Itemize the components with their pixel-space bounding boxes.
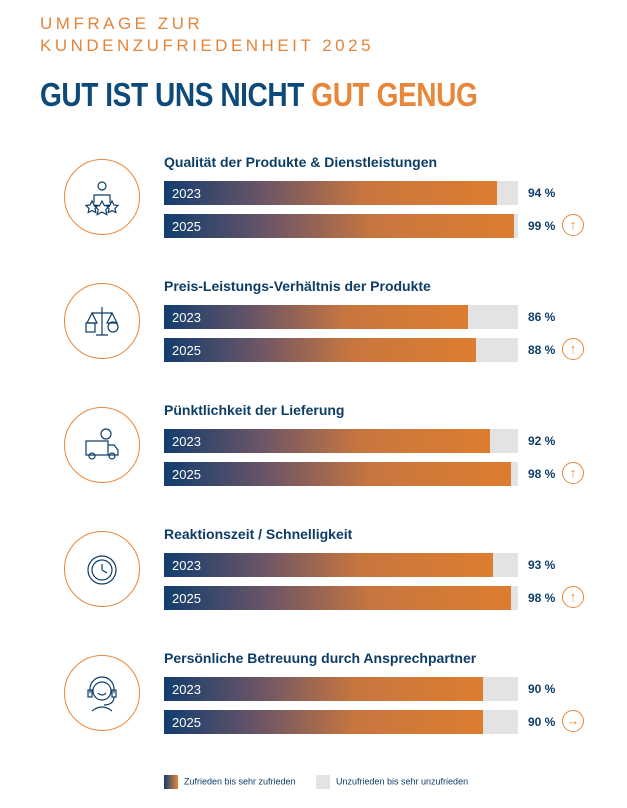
value-label: 86 %	[528, 310, 556, 324]
bar-track: 2023	[164, 677, 518, 701]
category-section: Pünktlichkeit der Lieferung 2023 92 % 2025 9…	[0, 402, 627, 535]
bar-track: 2023	[164, 429, 518, 453]
legend-swatch	[316, 775, 330, 789]
category-title: Preis-Leistungs-Verhältnis der Produkte	[164, 278, 431, 294]
bar-track: 2025	[164, 710, 518, 734]
bar-year-label: 2025	[172, 591, 201, 606]
value-label: 88 %	[528, 343, 556, 357]
person-stars-icon	[84, 181, 120, 216]
legend-label: Zufrieden bis sehr zufrieden	[184, 776, 296, 787]
bar-year-label: 2023	[172, 558, 201, 573]
legend-swatch	[164, 775, 178, 789]
icon-circle	[64, 283, 140, 359]
bar-year-label: 2025	[172, 343, 201, 358]
category-title: Pünktlichkeit der Lieferung	[164, 402, 345, 418]
bar-2023	[164, 429, 490, 453]
title-part2: GUT GENUG	[311, 76, 478, 113]
bar-year-label: 2025	[172, 219, 201, 234]
legend-satisfied: Zufrieden bis sehr zufrieden	[164, 775, 296, 789]
value-label: 98 %	[528, 467, 556, 481]
icon-circle	[64, 407, 140, 483]
bar-2023	[164, 553, 494, 577]
bar-2025	[164, 214, 515, 238]
icon-circle	[64, 655, 140, 731]
bar-year-label: 2023	[172, 310, 201, 325]
bar-2025	[164, 462, 511, 486]
value-label: 90 %	[528, 715, 556, 729]
icon-circle	[64, 159, 140, 235]
value-label: 98 %	[528, 591, 556, 605]
bar-year-label: 2023	[172, 186, 201, 201]
bar-year-label: 2023	[172, 434, 201, 449]
bar-track: 2025	[164, 462, 518, 486]
category-title: Reaktionszeit / Schnelligkeit	[164, 526, 353, 542]
value-label: 90 %	[528, 682, 556, 696]
bar-2023	[164, 677, 483, 701]
subtitle-line1: UMFRAGE ZUR	[40, 14, 204, 33]
bar-2025	[164, 710, 483, 734]
trend-flat-icon: →	[562, 710, 584, 732]
bar-track: 2025	[164, 214, 518, 238]
scale-icon	[85, 307, 119, 336]
subtitle-line2: KUNDENZUFRIEDENHEIT 2025	[40, 36, 375, 55]
legend-label: Unzufrieden bis sehr unzufrieden	[336, 776, 469, 787]
bar-2023	[164, 305, 469, 329]
category-title: Persönliche Betreuung durch Ansprechpart…	[164, 650, 477, 666]
value-label: 99 %	[528, 219, 556, 233]
stopwatch-icon	[87, 555, 117, 585]
bar-track: 2023	[164, 181, 518, 205]
category-section: Reaktionszeit / Schnelligkeit 2023 93 % 202…	[0, 526, 627, 659]
bar-track: 2025	[164, 338, 518, 362]
headset-icon	[87, 676, 117, 712]
category-section: Preis-Leistungs-Verhältnis der Produkte 2…	[0, 278, 627, 411]
category-title: Qualität der Produkte & Dienstleistungen	[164, 154, 438, 170]
category-section: Qualität der Produkte & Dienstleistungen…	[0, 154, 627, 287]
bar-year-label: 2023	[172, 682, 201, 697]
value-label: 94 %	[528, 186, 556, 200]
legend-unsatisfied: Unzufrieden bis sehr unzufrieden	[316, 775, 468, 789]
page-title: GUT IST UNS NICHT GUT GENUG	[40, 76, 478, 114]
bar-2025	[164, 586, 511, 610]
icon-circle	[64, 531, 140, 607]
title-part1: GUT IST UNS NICHT	[40, 76, 312, 113]
bar-track: 2023	[164, 305, 518, 329]
trend-up-icon: ↑	[562, 214, 584, 236]
value-label: 92 %	[528, 434, 556, 448]
delivery-truck-icon	[85, 428, 119, 460]
bar-2023	[164, 181, 497, 205]
value-label: 93 %	[528, 558, 556, 572]
trend-up-icon: ↑	[562, 462, 584, 484]
category-section: Persönliche Betreuung durch Ansprechpart…	[0, 650, 627, 783]
bar-track: 2023	[164, 553, 518, 577]
bar-year-label: 2025	[172, 467, 201, 482]
bar-year-label: 2025	[172, 715, 201, 730]
bar-track: 2025	[164, 586, 518, 610]
trend-up-icon: ↑	[562, 338, 584, 360]
trend-up-icon: ↑	[562, 586, 584, 608]
bar-2025	[164, 338, 476, 362]
